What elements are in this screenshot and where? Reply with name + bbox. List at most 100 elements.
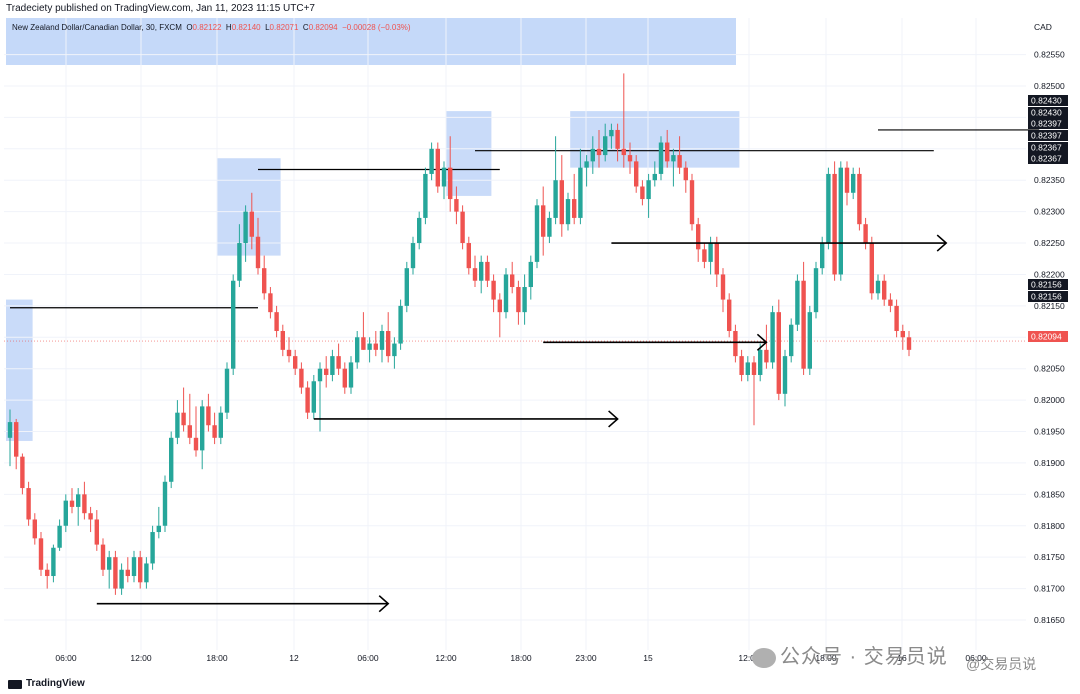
candle — [361, 312, 366, 350]
candle-body — [658, 142, 664, 174]
candle — [187, 393, 192, 445]
x-tick-label: 06:00 — [357, 653, 379, 663]
candle — [882, 274, 887, 306]
projection-arrow — [96, 595, 390, 613]
handle-watermark: @交易员说 — [966, 656, 1037, 672]
price-tag: 0.82397 — [1028, 118, 1068, 129]
candle — [429, 142, 434, 181]
lines-layer — [10, 129, 1040, 309]
candle — [410, 236, 416, 275]
candle — [398, 299, 403, 350]
candle-body — [404, 268, 409, 306]
low-label: L — [265, 23, 270, 32]
candle-body — [522, 287, 527, 313]
candle — [714, 236, 719, 288]
candle — [274, 305, 279, 338]
candle — [299, 362, 304, 394]
candle — [336, 343, 341, 375]
candle — [404, 261, 409, 313]
candle — [739, 349, 744, 382]
candle-body — [119, 569, 124, 589]
candle — [522, 274, 527, 325]
candle-body — [652, 173, 657, 181]
candle-body — [317, 368, 323, 382]
candle — [590, 136, 595, 174]
candle — [683, 161, 688, 193]
price-tag: 0.82430 — [1028, 95, 1068, 106]
candle — [305, 381, 310, 419]
candle-body — [857, 173, 862, 225]
candle — [689, 173, 695, 231]
candle — [255, 217, 261, 275]
y-tick-label: 0.81850 — [1034, 489, 1065, 499]
candle-body — [20, 456, 25, 489]
candle — [733, 324, 738, 363]
candle-body — [255, 236, 261, 269]
candle-body — [782, 356, 788, 394]
price-tag: 0.82156 — [1028, 279, 1068, 290]
open-value: 0.82122 — [192, 23, 222, 32]
candle — [460, 205, 465, 250]
price-tag-label: 0.82367 — [1031, 154, 1062, 164]
candle-body — [776, 312, 781, 394]
projection-arrow — [543, 333, 768, 351]
price-tag-box — [1028, 279, 1068, 290]
price-tag: 0.82156 — [1028, 291, 1068, 302]
candle — [863, 217, 868, 250]
x-tick-label: 06:00 — [965, 653, 987, 663]
tradingview-logo[interactable]: TradingView — [8, 674, 85, 694]
candle-body — [832, 173, 837, 275]
candle — [832, 161, 837, 281]
y-tick-label: 0.82200 — [1034, 269, 1065, 279]
candle-body — [813, 268, 819, 313]
candle — [417, 211, 422, 250]
candle — [280, 324, 285, 357]
wechat-text: 公众号 · 交易员说 — [780, 646, 948, 668]
price-tag-label: 0.82430 — [1031, 108, 1062, 118]
candle-body — [94, 519, 99, 545]
candle-body — [789, 324, 794, 357]
candle — [491, 274, 496, 313]
candle — [14, 418, 19, 470]
candle-body — [745, 362, 750, 375]
price-tag-label: 0.82094 — [1031, 332, 1062, 342]
price-tag-box — [1028, 291, 1068, 302]
candle — [317, 362, 323, 432]
projection-arrow — [313, 410, 619, 428]
legend-zone — [6, 18, 736, 65]
candle — [454, 186, 459, 225]
price-tag-label: 0.82156 — [1031, 292, 1062, 302]
candle — [107, 550, 112, 589]
candle-body — [410, 243, 416, 269]
candle — [441, 161, 447, 200]
arrow-head — [936, 234, 948, 252]
price-tag: 0.82367 — [1028, 153, 1068, 164]
candle — [423, 167, 428, 225]
candle — [181, 387, 186, 432]
candle — [324, 356, 329, 388]
zone-rect — [446, 111, 492, 196]
x-tick-label: 23:00 — [575, 653, 597, 663]
candle-body — [237, 243, 242, 281]
candle-body — [640, 186, 645, 200]
candle-body — [175, 412, 180, 438]
candle-body — [485, 261, 490, 281]
candle — [119, 563, 124, 595]
candle — [57, 519, 62, 551]
candle-body — [262, 268, 267, 294]
candle-body — [615, 129, 620, 149]
candle — [466, 236, 471, 275]
y-tick-label: 0.82050 — [1034, 364, 1065, 374]
x-tick-label: 12:00 — [435, 653, 457, 663]
price-tag-box — [1028, 107, 1068, 118]
candle — [900, 324, 905, 350]
low-value: 0.82071 — [269, 23, 299, 32]
candle — [63, 494, 68, 533]
footer-bar: TradingView — [0, 672, 1080, 692]
candle — [32, 513, 37, 545]
price-tag-label: 0.82397 — [1031, 131, 1062, 141]
candle — [758, 343, 763, 382]
candle — [751, 356, 757, 426]
candle — [503, 268, 509, 319]
